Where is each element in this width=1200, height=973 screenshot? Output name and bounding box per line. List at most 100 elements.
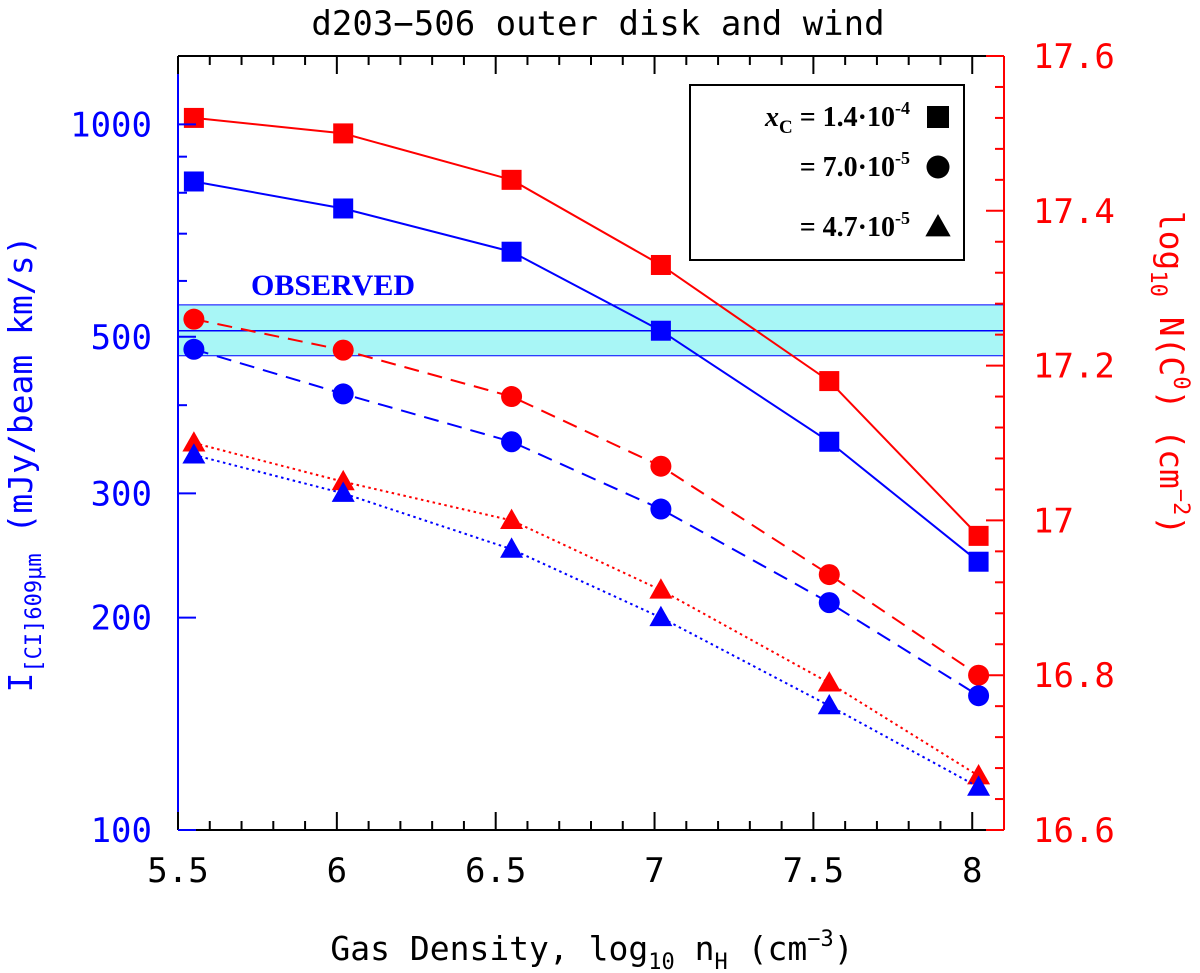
series-0-left-square-point-4 — [819, 431, 840, 452]
series-5-right-triangle-point-1 — [331, 469, 355, 491]
legend-entry-0-var: x — [764, 102, 779, 133]
series-4-right-circle-point-0 — [183, 308, 205, 330]
legend-entry-2-mant: 4.7·10 — [823, 212, 895, 243]
legend-entry-0-mant: 1.4·10 — [823, 102, 895, 133]
legend-markers — [925, 106, 951, 237]
left-y-tick-label-4: 1000 — [70, 105, 152, 145]
left-y-axis-label-unit: (mJy/beam km/s) — [1, 236, 40, 554]
x-axis-label-var: n — [675, 929, 715, 968]
series-1-left-circle-point-4 — [818, 592, 840, 614]
legend-entry-1-prefix: = — [800, 152, 823, 183]
left-y-axis-label-main: I — [1, 673, 40, 693]
series-5-right-triangle-point-0 — [182, 431, 206, 452]
right-y-axis-label-sub: 10 — [1145, 270, 1170, 297]
legend-entry-0-prefix: = — [793, 102, 823, 133]
legend: xC = 1.4·10-4 = 7.0·10-5 = 4.7·10-5 — [689, 84, 965, 261]
right-y-tick-label-3: 17.2 — [1033, 347, 1115, 387]
series-2-left-triangle-point-1 — [331, 481, 355, 502]
series-4-right-circle-point-3 — [650, 455, 672, 477]
right-y-axis-label-unit: ) (cm — [1152, 390, 1191, 489]
series-3-right-square-line — [193, 116, 980, 537]
observed-label: OBSERVED — [251, 269, 415, 302]
x-tick-label-5: 8 — [962, 851, 982, 891]
x-tick-label-3: 7 — [644, 851, 664, 891]
right-y-axis-label-main: log — [1152, 211, 1191, 271]
series-2-left-triangle-point-5 — [967, 775, 991, 796]
legend-entry-2: = 4.7·10-5 — [800, 208, 910, 243]
x-axis-label-close: ) — [834, 929, 854, 968]
series-2-left-triangle-point-0 — [182, 443, 206, 464]
x-tick-label-0: 5.5 — [147, 851, 208, 891]
series-4-right-circle-point-5 — [968, 664, 990, 686]
series-5-right-triangle-point-3 — [649, 578, 673, 599]
right-y-axis-label-close: ) — [1152, 515, 1191, 535]
series-0-left-square-point-1 — [333, 198, 354, 219]
x-axis-label: Gas Density, log10 nH (cm−3) — [330, 927, 853, 973]
legend-entry-0-exp: -4 — [895, 98, 910, 118]
legend-marker-square — [927, 106, 949, 128]
series-4-right-circle-line — [193, 318, 980, 677]
series-2-left-triangle-line — [193, 454, 980, 789]
series-0-left-square-point-5 — [968, 551, 989, 572]
left-y-tick-label-1: 200 — [91, 599, 152, 639]
series-layer — [182, 107, 991, 796]
right-y-tick-label-5: 17.6 — [1033, 37, 1115, 77]
series-1-left-circle-line — [193, 348, 980, 697]
series-2-left-triangle-point-3 — [649, 605, 673, 627]
x-axis-label-varsub: H — [715, 950, 728, 973]
series-0-left-square-line — [193, 180, 980, 563]
left-y-axis-label-sub: [CI]609μm — [22, 553, 47, 672]
left-y-axis-label: I[CI]609μm (mJy/beam km/s) — [1, 236, 47, 693]
x-axis-label-sub: 10 — [648, 950, 675, 973]
x-tick-label-1: 6 — [327, 851, 347, 891]
legend-entry-0: xC = 1.4·10-4 — [764, 98, 910, 138]
legend-entry-2-exp: -5 — [895, 208, 910, 228]
series-1-left-circle-point-1 — [332, 383, 354, 405]
series-5-right-triangle-point-5 — [967, 764, 991, 785]
legend-entry-2-prefix: = — [800, 212, 823, 243]
series-1-left-circle-point-2 — [501, 431, 523, 453]
legend-entry-1-mant: 7.0·10 — [823, 152, 895, 183]
x-axis-label-unit: (cm — [728, 929, 807, 968]
series-3-right-square-point-0 — [183, 107, 204, 128]
right-y-tick-label-4: 17.4 — [1033, 192, 1115, 232]
series-1-left-circle-point-3 — [650, 498, 672, 520]
series-5-right-triangle-line — [193, 442, 980, 777]
series-4-right-circle-point-1 — [332, 339, 354, 361]
series-1-left-circle-point-0 — [183, 338, 205, 360]
series-3-right-square-point-5 — [968, 525, 989, 546]
x-tick-label-2: 6.5 — [465, 851, 526, 891]
series-2-left-triangle-point-4 — [817, 693, 841, 715]
legend-entry-1: = 7.0·10-5 — [800, 148, 910, 183]
legend-marker-triangle — [925, 214, 951, 237]
left-y-tick-label-0: 100 — [91, 811, 152, 851]
series-1-left-circle-point-5 — [968, 685, 990, 707]
x-axis-label-exp: −3 — [807, 927, 834, 952]
right-y-axis-label: log10 N(C0) (cm−2) — [1145, 211, 1193, 536]
series-2-left-triangle-point-2 — [500, 537, 524, 558]
right-y-tick-label-1: 16.8 — [1033, 656, 1115, 696]
left-y-tick-label-3: 500 — [91, 318, 152, 358]
series-3-right-square-point-2 — [501, 169, 522, 190]
x-tick-label-4: 7.5 — [783, 851, 844, 891]
chart-title: d203−506 outer disk and wind — [311, 4, 884, 44]
series-0-left-square-point-0 — [183, 171, 204, 192]
right-y-axis-label-exp2: −2 — [1168, 489, 1193, 516]
series-5-right-triangle-point-2 — [500, 508, 524, 529]
series-3-right-square-point-1 — [333, 123, 354, 144]
x-axis-label-main: Gas Density, log — [330, 929, 648, 968]
series-0-left-square-point-2 — [501, 241, 522, 262]
right-y-axis-label-var: N(C — [1152, 297, 1191, 376]
left-y-tick-label-2: 300 — [91, 474, 152, 514]
series-4-right-circle-point-4 — [818, 564, 840, 586]
right-y-tick-label-2: 17 — [1033, 501, 1074, 541]
series-3-right-square-point-3 — [650, 254, 671, 275]
legend-entry-1-exp: -5 — [895, 148, 910, 168]
right-y-tick-label-0: 16.6 — [1033, 811, 1115, 851]
legend-entry-0-varsub: C — [779, 117, 793, 138]
series-5-right-triangle-point-4 — [817, 671, 841, 692]
right-y-axis-label-exp: 0 — [1168, 376, 1193, 389]
legend-box — [689, 84, 965, 261]
ticks-layer: 5.5 6 6.5 7 7.5 8 100 200 300 500 1000 16.6 16.8 17 17… — [70, 37, 1115, 891]
